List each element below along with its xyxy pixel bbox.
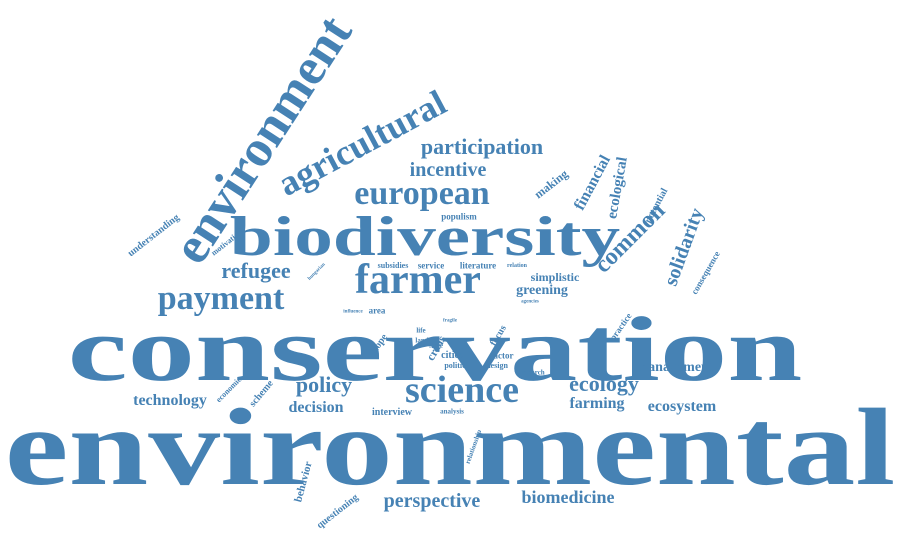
word-policy: policy — [295, 372, 353, 397]
word-ecology: ecology — [569, 371, 639, 396]
word-conservation: conservation — [67, 298, 803, 400]
word-cities: cities — [441, 350, 463, 361]
word-participation: participation — [420, 134, 544, 159]
word-land: land — [415, 336, 429, 345]
word-technology: technology — [133, 392, 207, 409]
word-refugee: refugee — [221, 258, 291, 283]
word-relation: relation — [507, 263, 527, 269]
word-biodiversity: biodiversity — [229, 206, 621, 268]
word-service: service — [417, 260, 445, 271]
word-influence: influence — [343, 309, 363, 315]
word-factor: factor — [490, 350, 514, 361]
word-decision: decision — [288, 399, 344, 416]
word-management: management — [636, 360, 714, 375]
word-populism: populism — [441, 211, 477, 222]
word-politic: politic — [444, 361, 466, 370]
word-perspective: perspective — [383, 490, 481, 512]
word-environmental: environmental — [4, 386, 896, 508]
word-consequence: consequence — [689, 249, 722, 297]
word-science: science — [405, 369, 519, 411]
word-literature: literature — [459, 260, 497, 271]
word-biomedicine: biomedicine — [521, 487, 615, 507]
word-analysis: analysis — [440, 407, 464, 416]
word-farming: farming — [569, 395, 625, 412]
word-design: design — [486, 361, 508, 370]
word-interview: interview — [372, 407, 412, 418]
word-life: life — [416, 326, 426, 335]
word-simplistic: simplistic — [530, 270, 580, 284]
word-ecosystem: ecosystem — [647, 398, 717, 415]
word-state: state — [429, 341, 443, 350]
word-subsidies: subsidies — [377, 261, 409, 270]
word-farmer: farmer — [355, 257, 481, 303]
word-incentive: incentive — [409, 159, 487, 181]
word-agencies: agencies — [521, 299, 539, 305]
word-payment: payment — [157, 280, 285, 317]
word-making: making — [531, 166, 571, 202]
word-european: european — [354, 175, 490, 212]
word-area: area — [368, 305, 386, 316]
word-greening: greening — [516, 283, 568, 298]
word-research: research — [519, 368, 545, 377]
word-fragile: fragile — [443, 318, 457, 324]
